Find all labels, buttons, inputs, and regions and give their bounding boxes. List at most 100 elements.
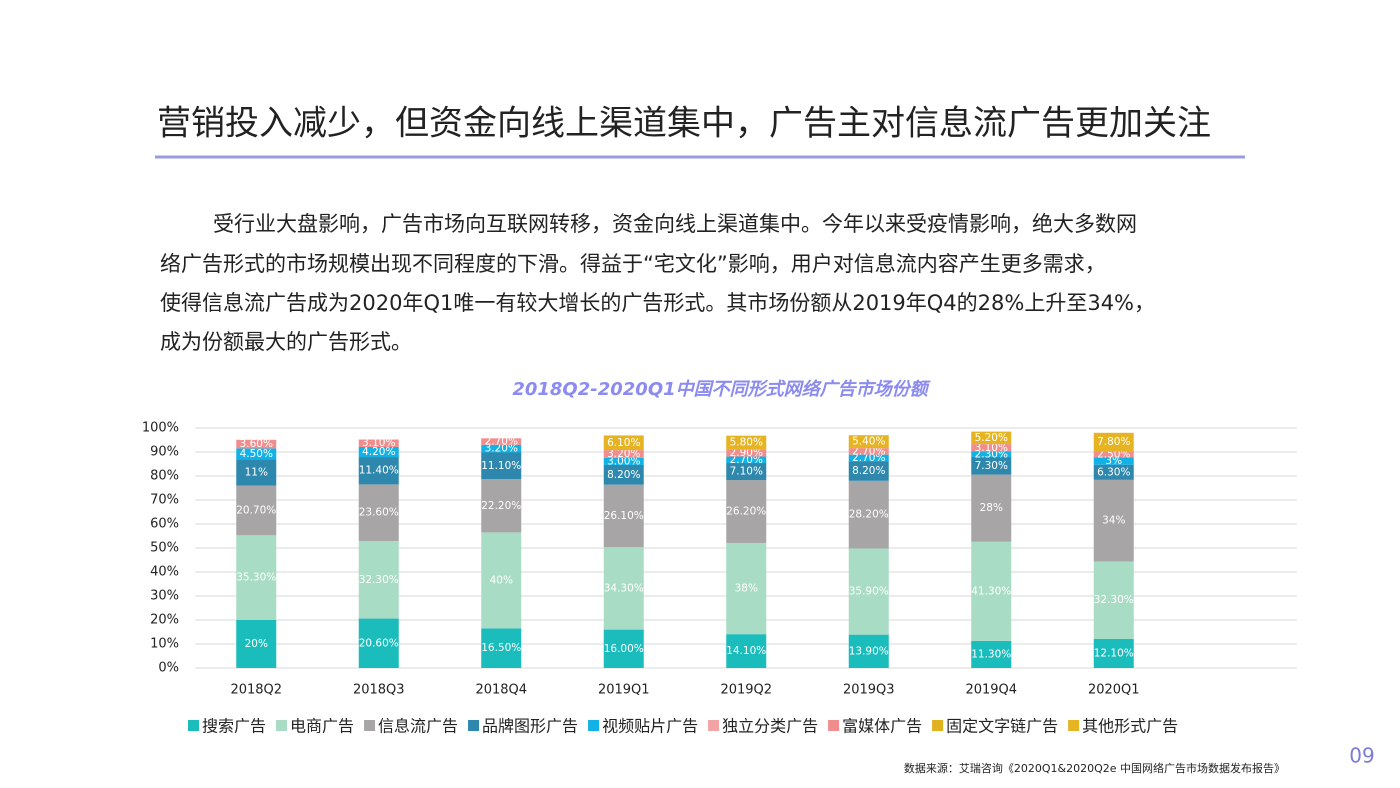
data-label: 7.10% xyxy=(730,466,763,478)
bar-segment xyxy=(358,439,399,447)
data-label: 2.70% xyxy=(730,454,763,466)
bar-segment xyxy=(726,449,767,457)
bar-segment xyxy=(848,448,889,455)
data-label: 6.10% xyxy=(607,437,640,449)
data-label: 3.00% xyxy=(607,455,640,467)
data-label: 35.30% xyxy=(236,572,276,584)
bar-segment xyxy=(848,480,889,549)
data-label: 34% xyxy=(1102,515,1125,527)
data-label: 26.20% xyxy=(726,506,766,518)
bar-segment xyxy=(971,431,1012,445)
legend-swatch xyxy=(588,720,600,731)
data-label: 20.70% xyxy=(236,504,276,516)
bar-segment xyxy=(971,640,1012,668)
data-label: 5.40% xyxy=(852,436,885,448)
data-label: 3.20% xyxy=(485,443,518,455)
legend-label: 视频贴片广告 xyxy=(602,717,698,736)
legend-swatch xyxy=(828,720,840,731)
bar-segment xyxy=(236,485,277,536)
bar-segment xyxy=(848,435,889,449)
data-label: 11.40% xyxy=(359,465,399,477)
data-label: 5.20% xyxy=(975,432,1008,444)
bar-segment xyxy=(481,479,522,533)
data-label: 35.90% xyxy=(849,586,889,598)
data-label: 11.10% xyxy=(481,460,521,472)
x-tick-label: 2019Q4 xyxy=(965,683,1017,698)
legend-swatch xyxy=(1068,720,1080,731)
data-label: 26.10% xyxy=(604,510,644,522)
paragraph-line: 受行业大盘影响，广告市场向互联网转移，资金向线上渠道集中。今年以来受疫情影响，绝… xyxy=(213,212,1137,236)
data-label: 14.10% xyxy=(726,645,766,657)
y-tick-label: 50% xyxy=(150,541,179,556)
data-label: 8.20% xyxy=(852,465,885,477)
y-tick-label: 100% xyxy=(142,421,179,436)
bar-segment xyxy=(603,547,644,630)
bar-segment xyxy=(358,446,399,458)
x-tick-label: 2020Q1 xyxy=(1088,683,1140,698)
bar-segment xyxy=(603,464,644,485)
data-label: 2.70% xyxy=(485,436,518,448)
data-label: 4.20% xyxy=(362,446,395,458)
data-label: 6.30% xyxy=(1097,466,1130,478)
bar-segment xyxy=(971,457,1012,475)
x-tick-label: 2019Q2 xyxy=(720,683,772,698)
bar-segment xyxy=(603,484,644,548)
x-tick-label: 2018Q2 xyxy=(230,683,282,698)
data-label: 40% xyxy=(490,574,513,586)
bar-segment xyxy=(358,618,399,668)
paragraph-line: 使得信息流广告成为2020年Q1唯一有较大增长的广告形式。其市场份额从2019年… xyxy=(160,291,1155,315)
bar-segment xyxy=(848,634,889,668)
legend-swatch xyxy=(364,720,376,731)
bar-segment xyxy=(603,450,644,458)
bar-segment xyxy=(481,628,522,668)
bar-segment xyxy=(481,452,522,480)
x-tick-label: 2019Q1 xyxy=(598,683,650,698)
bar-segment xyxy=(848,461,889,481)
chart-title: 2018Q2-2020Q1中国不同形式网络广告市场份额 xyxy=(512,379,931,400)
x-tick-label: 2019Q3 xyxy=(843,683,895,698)
x-tick-label: 2018Q4 xyxy=(475,683,527,698)
data-label: 20.60% xyxy=(359,637,399,649)
bar-segment xyxy=(358,484,399,542)
data-label: 3% xyxy=(1105,455,1122,467)
data-label: 7.80% xyxy=(1097,436,1130,448)
legend-label: 固定文字链广告 xyxy=(946,717,1058,736)
y-tick-label: 80% xyxy=(150,469,179,484)
bar-segment xyxy=(236,535,277,620)
data-label: 2.90% xyxy=(730,447,763,459)
bar-segment xyxy=(971,444,1012,452)
data-label: 7.30% xyxy=(975,460,1008,472)
data-label: 5.80% xyxy=(730,437,763,449)
bar-segment xyxy=(1093,479,1134,562)
legend-label: 信息流广告 xyxy=(378,717,458,736)
bar-segment xyxy=(971,451,1012,458)
bar-segment xyxy=(603,457,644,465)
bar-segment xyxy=(848,548,889,635)
legend-label: 独立分类广告 xyxy=(722,717,818,736)
data-label: 22.20% xyxy=(481,500,521,512)
data-label: 8.20% xyxy=(607,469,640,481)
page-number: 09 xyxy=(1349,744,1374,768)
y-tick-label: 20% xyxy=(150,613,179,628)
legend-label: 其他形式广告 xyxy=(1082,717,1178,736)
source-note: 数据来源：艾瑞咨询《2020Q1&2020Q2e 中国网络广告市场数据发布报告》 xyxy=(904,761,1285,775)
data-label: 2.70% xyxy=(852,452,885,464)
bar-segment xyxy=(603,629,644,668)
bar-segment xyxy=(848,454,889,462)
bar-segment xyxy=(603,435,644,451)
legend-swatch xyxy=(708,720,720,731)
bar-segment xyxy=(236,439,277,449)
data-label: 34.30% xyxy=(604,582,644,594)
data-label: 2.70% xyxy=(852,445,885,457)
slide-title: 营销投入减少，但资金向线上渠道集中，广告主对信息流广告更加关注 xyxy=(157,104,1211,144)
legend-swatch xyxy=(932,720,944,731)
data-label: 11% xyxy=(245,466,268,478)
data-label: 28.20% xyxy=(849,509,889,521)
legend-swatch xyxy=(468,720,480,731)
bar-segment xyxy=(1093,464,1134,480)
bar-segment xyxy=(358,457,399,485)
data-label: 20% xyxy=(245,638,268,650)
bar-segment xyxy=(726,456,767,464)
bar-segment xyxy=(481,532,522,629)
